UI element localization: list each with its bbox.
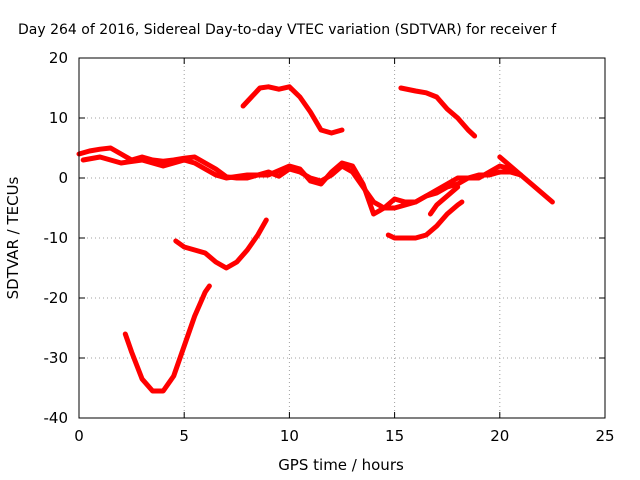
x-tick-label: 20 (490, 427, 509, 445)
x-tick-label: 0 (74, 427, 84, 445)
x-tick-label: 25 (595, 427, 614, 445)
y-tick-label: 10 (49, 109, 68, 127)
ticks: 0 5 10 15 20 25 -40 -30 -20 -10 0 10 20 (44, 49, 615, 445)
series-line (427, 184, 461, 217)
x-axis-label: GPS time / hours (278, 456, 404, 474)
chart-title: Day 264 of 2016, Sidereal Day-to-day VTE… (18, 22, 557, 38)
series-line (385, 199, 465, 241)
series-line (240, 84, 345, 136)
series-line (122, 283, 212, 394)
y-tick-label: -20 (44, 289, 69, 307)
series-line (173, 217, 269, 271)
series-line (497, 154, 524, 178)
y-tick-label: -10 (44, 229, 69, 247)
series-line (80, 154, 524, 217)
x-tick-label: 5 (179, 427, 189, 445)
x-tick-label: 15 (385, 427, 404, 445)
series-line (398, 85, 478, 139)
y-tick-label: 0 (58, 169, 68, 187)
y-axis-label: SDTVAR / TECUs (4, 176, 22, 299)
y-tick-label: -40 (44, 409, 69, 427)
series-layer (76, 84, 555, 394)
x-tick-label: 10 (280, 427, 299, 445)
y-tick-label: 20 (49, 49, 68, 67)
y-tick-label: -30 (44, 349, 69, 367)
